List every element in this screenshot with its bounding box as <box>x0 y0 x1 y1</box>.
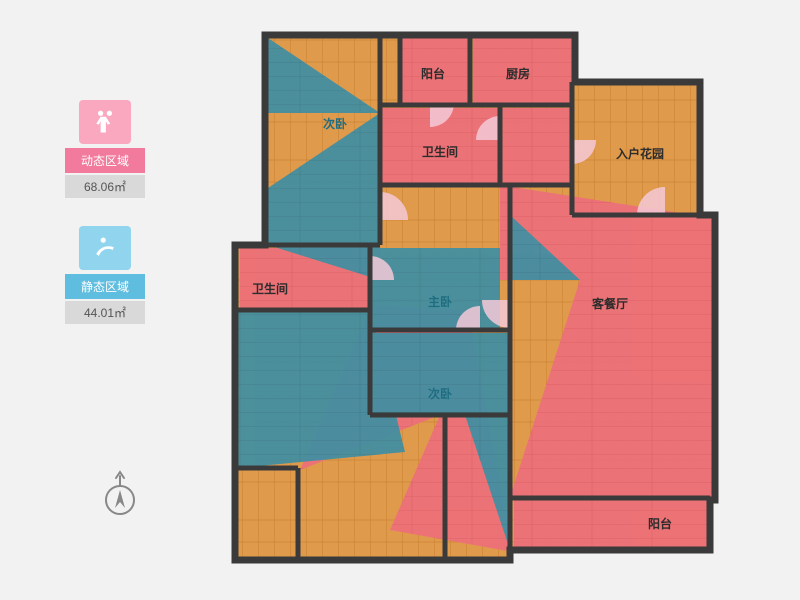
room-label-入户花园: 入户花园 <box>616 146 664 161</box>
compass-icon <box>100 470 140 518</box>
room-label-次卧2: 次卧 <box>428 386 452 401</box>
room-label-主卧: 主卧 <box>428 294 452 309</box>
legend-static: 静态区域 44.01㎡ <box>65 226 145 324</box>
room-label-客餐厅: 客餐厅 <box>591 296 628 311</box>
legend-panel: 动态区域 68.06㎡ 静态区域 44.01㎡ <box>65 100 145 352</box>
room-label-阳台1: 阳台 <box>421 66 445 81</box>
legend-static-label: 静态区域 <box>65 274 145 299</box>
legend-dynamic-value: 68.06㎡ <box>65 175 145 198</box>
dynamic-icon <box>79 100 131 144</box>
legend-static-value: 44.01㎡ <box>65 301 145 324</box>
static-icon <box>79 226 131 270</box>
floorplan: 次卧阳台厨房卫生间入户花园卫生间主卧客餐厅次卧阳台 <box>210 20 730 570</box>
legend-dynamic-label: 动态区域 <box>65 148 145 173</box>
room-label-厨房: 厨房 <box>506 66 530 81</box>
room-label-卫生间2: 卫生间 <box>252 281 288 296</box>
room-label-阳台2: 阳台 <box>648 516 672 531</box>
legend-dynamic: 动态区域 68.06㎡ <box>65 100 145 198</box>
room-label-次卧1: 次卧 <box>323 116 347 131</box>
floorplan-svg: 次卧阳台厨房卫生间入户花园卫生间主卧客餐厅次卧阳台 <box>210 20 730 570</box>
room-label-卫生间1: 卫生间 <box>422 144 458 159</box>
